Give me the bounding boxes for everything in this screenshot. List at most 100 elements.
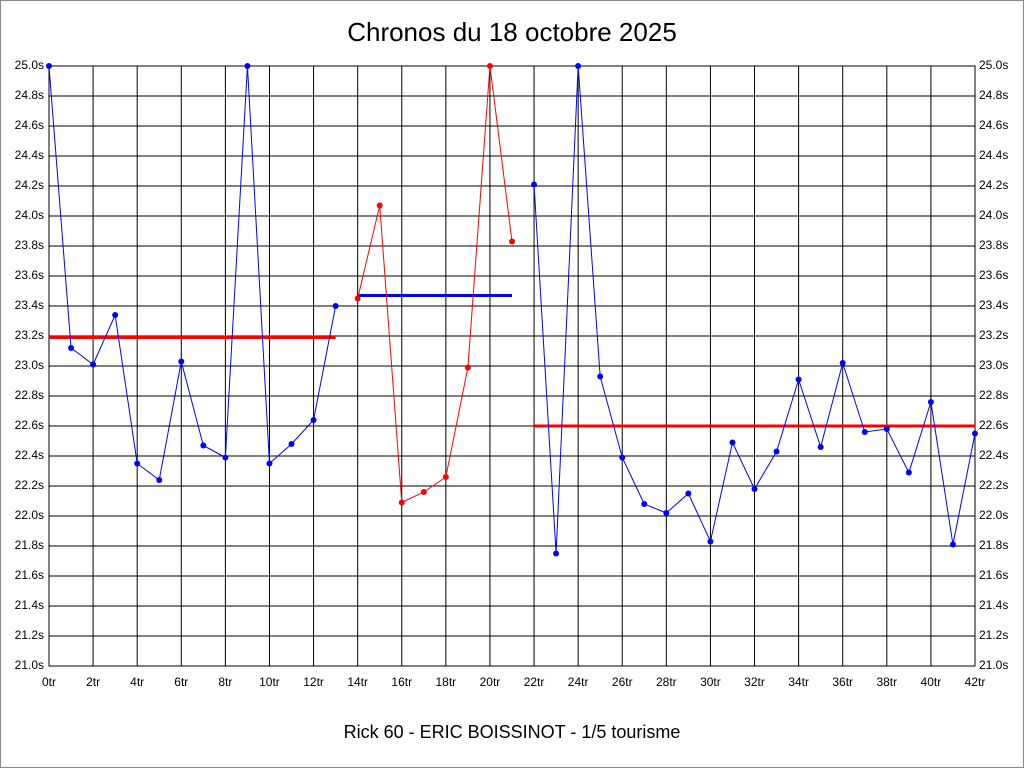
point [178, 358, 185, 365]
point [134, 460, 141, 467]
y-tick-label: 24.6s [15, 118, 44, 132]
y2-tick-label: 24.0s [979, 208, 1008, 222]
point [839, 360, 846, 366]
y-tick-label: 24.4s [15, 148, 44, 162]
point [376, 202, 383, 209]
y2-tick-label: 23.4s [979, 298, 1008, 312]
point [817, 444, 824, 450]
point [68, 345, 75, 351]
y2-tick-label: 22.8s [979, 388, 1008, 402]
x-tick-label: 40tr [921, 675, 942, 689]
y2-tick-label: 21.4s [979, 598, 1008, 612]
point [663, 510, 670, 516]
y-tick-label: 21.8s [15, 538, 44, 552]
point [244, 63, 251, 69]
y-tick-label: 22.6s [15, 418, 44, 432]
x-tick-label: 12tr [303, 675, 324, 689]
y2-tick-label: 25.0s [979, 58, 1008, 72]
point [464, 364, 471, 371]
x-tick-label: 0tr [42, 675, 56, 689]
point [729, 439, 736, 446]
y-tick-label: 23.2s [15, 328, 44, 342]
chart-title: Chronos du 18 octobre 2025 [347, 17, 677, 47]
y-tick-label: 23.0s [15, 358, 44, 372]
point [751, 486, 758, 492]
x-tick-label: 18tr [436, 675, 457, 689]
x-tick-label: 8tr [218, 675, 232, 689]
x-tick-label: 36tr [832, 675, 853, 689]
point [707, 538, 714, 545]
point [420, 489, 427, 495]
y2-tick-label: 21.2s [979, 628, 1008, 642]
chart-subtitle: Rick 60 - ERIC BOISSINOT - 1/5 tourisme [344, 722, 681, 742]
x-tick-label: 16tr [391, 675, 412, 689]
x-tick-label: 28tr [656, 675, 677, 689]
y-tick-label: 22.4s [15, 448, 44, 462]
series-line [48, 65, 337, 481]
point [861, 429, 868, 435]
y2-tick-label: 22.6s [979, 418, 1008, 432]
point [200, 442, 207, 449]
y2-tick-label: 23.2s [979, 328, 1008, 342]
y-tick-label: 22.8s [15, 388, 44, 402]
y-tick-label: 22.2s [15, 478, 44, 492]
y2-tick-label: 24.6s [979, 118, 1008, 132]
x-tick-label: 2tr [86, 675, 100, 689]
y-tick-label: 24.2s [15, 178, 44, 192]
y-tick-label: 23.4s [15, 298, 44, 312]
y2-tick-label: 23.0s [979, 358, 1008, 372]
point [927, 399, 934, 405]
point [972, 430, 978, 437]
y2-tick-label: 23.8s [979, 238, 1008, 252]
x-tick-label: 10tr [259, 675, 280, 689]
y-tick-label: 23.8s [15, 238, 44, 252]
point [619, 454, 626, 461]
point [949, 541, 956, 548]
point [531, 181, 538, 188]
y2-tick-label: 21.6s [979, 568, 1008, 582]
point [641, 501, 648, 507]
point [795, 376, 802, 383]
y2-tick-label: 21.8s [979, 538, 1008, 552]
point [553, 550, 560, 557]
point [332, 303, 339, 309]
y-tick-label: 23.6s [15, 268, 44, 282]
point [486, 63, 493, 69]
x-tick-label: 34tr [788, 675, 809, 689]
x-tick-label: 4tr [130, 675, 144, 689]
y-tick-label: 21.0s [15, 658, 44, 672]
point [773, 448, 780, 455]
point [112, 312, 119, 318]
y2-tick-label: 23.6s [979, 268, 1008, 282]
y-tick-label: 21.6s [15, 568, 44, 582]
point [156, 477, 163, 483]
x-tick-label: 30tr [700, 675, 721, 689]
point [222, 454, 229, 461]
x-tick-label: 32tr [744, 675, 765, 689]
point [266, 460, 273, 467]
point [883, 426, 890, 432]
point [90, 361, 97, 368]
point [310, 417, 317, 423]
x-tick-label: 6tr [174, 675, 188, 689]
y-tick-label: 24.0s [15, 208, 44, 222]
y2-tick-label: 24.2s [979, 178, 1008, 192]
y2-tick-label: 21.0s [979, 658, 1008, 672]
x-tick-label: 24tr [568, 675, 589, 689]
point [46, 63, 52, 69]
y-tick-label: 24.8s [15, 88, 44, 102]
y2-tick-label: 24.4s [979, 148, 1008, 162]
y-tick-label: 25.0s [15, 58, 44, 72]
point [905, 469, 912, 476]
y-tick-label: 21.4s [15, 598, 44, 612]
x-tick-label: 26tr [612, 675, 633, 689]
point [442, 474, 449, 480]
x-tick-label: 42tr [965, 675, 986, 689]
x-tick-label: 20tr [480, 675, 501, 689]
point [398, 499, 405, 506]
y-tick-label: 21.2s [15, 628, 44, 642]
y2-tick-label: 22.2s [979, 478, 1008, 492]
point [509, 238, 515, 245]
